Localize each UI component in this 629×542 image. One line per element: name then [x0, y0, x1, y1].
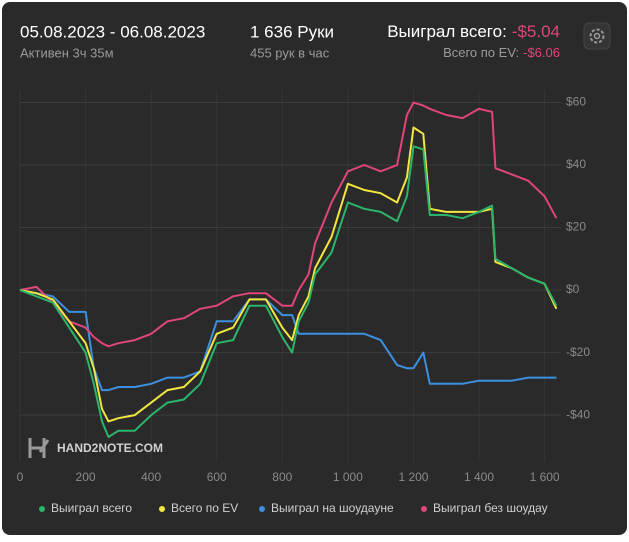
legend-label: Всего по EV — [171, 501, 238, 515]
legend-label: Выиграл без шоудау — [433, 501, 548, 515]
logo-text: HAND2NOTE.COM — [57, 441, 163, 455]
legend-label: Выиграл на шоудауне — [271, 501, 394, 515]
x-tick-label: 1 600 — [530, 470, 560, 484]
legend-marker — [421, 506, 427, 512]
settings-button[interactable] — [583, 22, 611, 50]
gear-outer[interactable] — [589, 28, 605, 44]
plot: 0 200 400 600 800 1 000 1 200 1 400 1 600 $60 $40 $… — [17, 90, 590, 484]
y-tick-label: $0 — [566, 282, 580, 296]
settings-bg[interactable] — [583, 22, 611, 50]
y-tick-label: $20 — [566, 220, 586, 234]
legend-marker — [39, 506, 45, 512]
logo: HAND2NOTE.COM — [28, 438, 163, 458]
x-tick-label: 400 — [141, 470, 161, 484]
series-line — [19, 101, 558, 348]
won-value: -$5.04 — [512, 22, 560, 41]
active-time: Активен 3ч 35м — [20, 45, 114, 60]
x-tick-label: 1 400 — [464, 470, 494, 484]
ev-label: Всего по EV: — [443, 45, 519, 60]
y-tick-label: $40 — [566, 157, 586, 171]
series-line — [19, 289, 557, 392]
y-tick-label: -$40 — [566, 407, 590, 421]
logo-icon — [28, 438, 50, 458]
x-tick-label: 800 — [272, 470, 292, 484]
won-label: Выиграл всего: — [387, 22, 507, 41]
x-tick-label: 1 000 — [333, 470, 363, 484]
hands-per-hour: 455 рук в час — [250, 45, 330, 60]
won-total: Выиграл всего: -$5.04 — [387, 22, 560, 41]
legend-label: Выиграл всего — [51, 501, 132, 515]
series-line — [19, 126, 558, 423]
legend-marker — [159, 506, 165, 512]
ev-value: -$6.06 — [523, 45, 560, 60]
legend-marker — [259, 506, 265, 512]
y-tick-label: -$20 — [566, 345, 590, 359]
x-tick-label: 0 — [17, 470, 24, 484]
date-range: 05.08.2023 - 06.08.2023 — [20, 22, 205, 41]
y-tick-label: $60 — [566, 95, 586, 109]
x-tick-label: 600 — [207, 470, 227, 484]
gear-inner[interactable] — [593, 32, 601, 40]
hands-count: 1 636 Руки — [250, 22, 334, 41]
x-tick-label: 1 200 — [398, 470, 428, 484]
ev-total: Всего по EV: -$6.06 — [443, 45, 560, 60]
x-tick-label: 200 — [76, 470, 96, 484]
series-line — [19, 145, 558, 438]
